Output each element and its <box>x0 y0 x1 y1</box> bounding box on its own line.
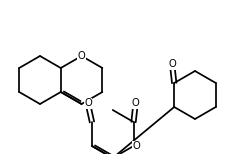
Text: O: O <box>84 98 92 108</box>
Text: O: O <box>78 51 85 61</box>
Text: O: O <box>132 98 139 108</box>
Text: O: O <box>168 59 176 69</box>
Text: O: O <box>133 141 140 151</box>
